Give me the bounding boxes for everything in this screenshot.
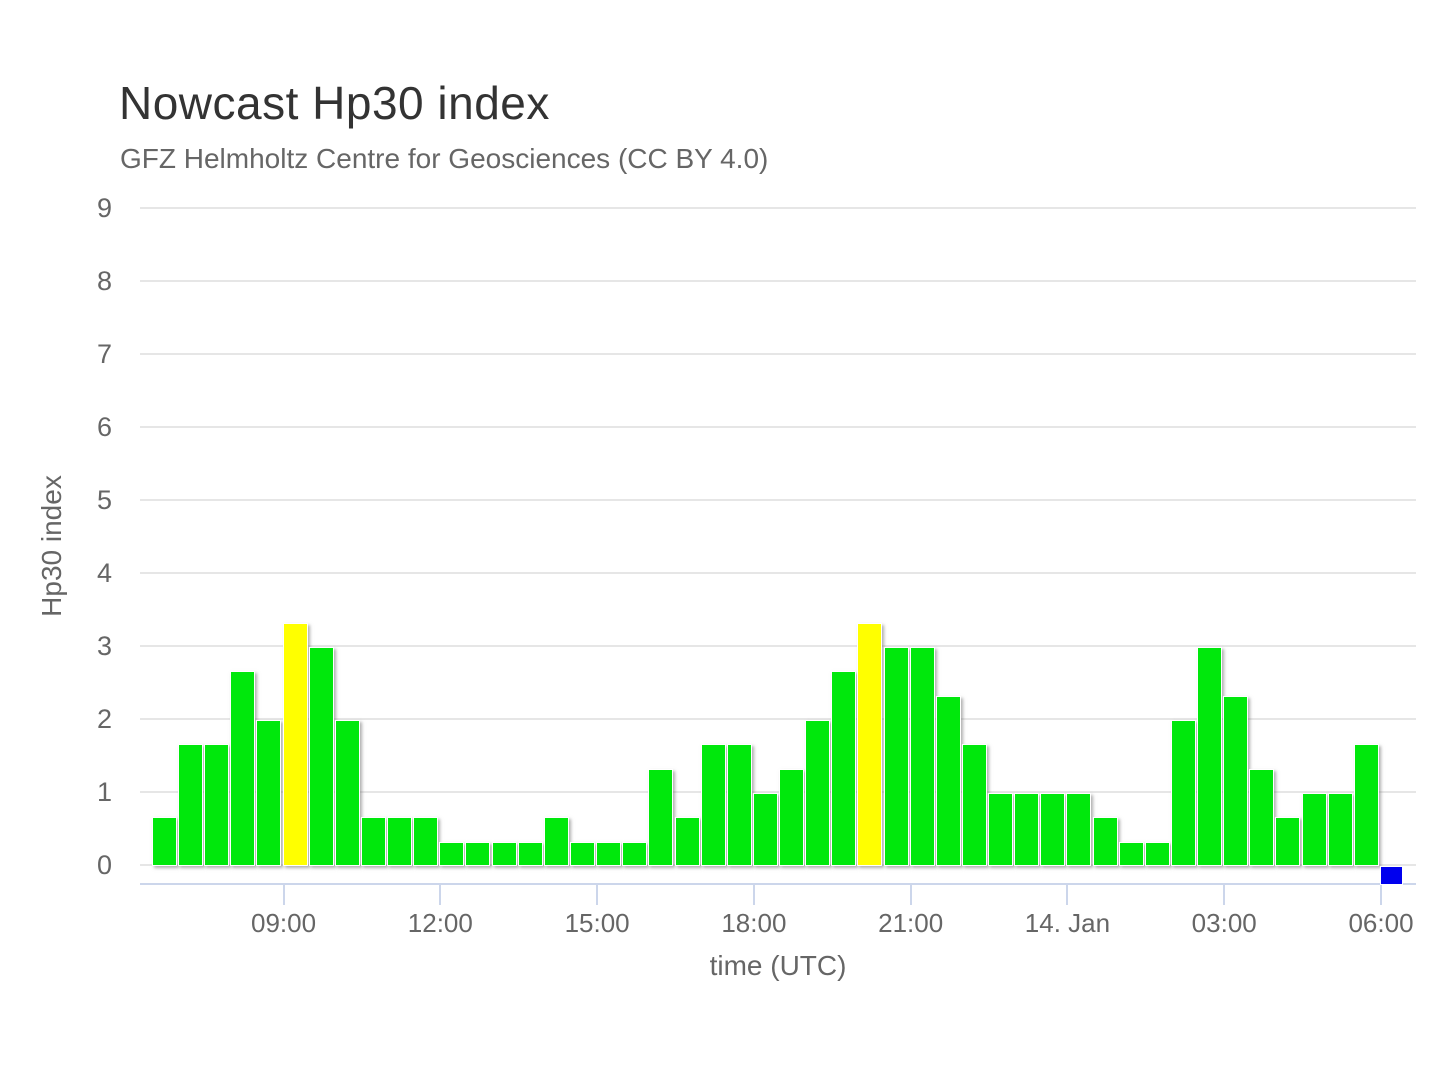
gridline-y-6 xyxy=(140,425,1416,428)
gridline-y-7 xyxy=(140,352,1416,355)
bar-04:30[interactable] xyxy=(1301,793,1327,866)
chart-subtitle: GFZ Helmholtz Centre for Geosciences (CC… xyxy=(120,143,769,174)
gridline-y-3 xyxy=(140,644,1416,647)
x-tick-12:00 xyxy=(439,885,442,905)
x-axis-label-06:00: 06:00 xyxy=(1348,908,1414,938)
bar-00:30[interactable] xyxy=(1092,817,1118,866)
bar-19:30[interactable] xyxy=(831,671,857,866)
bar-04:00[interactable] xyxy=(1275,817,1301,866)
x-tick-03:00 xyxy=(1223,885,1226,905)
bar-18:00[interactable] xyxy=(752,793,778,866)
y-axis-label-1: 1 xyxy=(96,776,112,807)
bar-11:00[interactable] xyxy=(387,817,413,866)
x-axis-title: time (UTC) xyxy=(709,950,847,981)
gridline-y-0 xyxy=(140,864,1416,866)
bar-08:30[interactable] xyxy=(256,720,282,866)
bar-13:30[interactable] xyxy=(517,842,543,866)
chart-title: Nowcast Hp30 index xyxy=(119,77,550,129)
x-axis-label-03:00: 03:00 xyxy=(1191,908,1257,938)
x-tick-14. Jan xyxy=(1066,885,1069,905)
gridline-y-2 xyxy=(140,717,1416,720)
y-axis-label-8: 8 xyxy=(96,265,112,296)
y-axis-label-5: 5 xyxy=(96,484,112,515)
bar-09:30[interactable] xyxy=(308,647,334,866)
bar-05:30[interactable] xyxy=(1353,744,1379,866)
bar-11:30[interactable] xyxy=(413,817,439,866)
bar-10:00[interactable] xyxy=(334,720,360,866)
bar-00:00[interactable] xyxy=(1066,793,1092,866)
bar-16:30[interactable] xyxy=(674,817,700,866)
bar-17:00[interactable] xyxy=(700,744,726,866)
bar-01:00[interactable] xyxy=(1118,842,1144,866)
bar-06:30[interactable] xyxy=(151,817,177,866)
bar-05:00[interactable] xyxy=(1327,793,1353,866)
bar-22:00[interactable] xyxy=(961,744,987,866)
gridline-y-8 xyxy=(140,279,1416,282)
bar-14:00[interactable] xyxy=(543,817,569,866)
x-tick-21:00 xyxy=(909,885,912,905)
bar-03:00[interactable] xyxy=(1223,696,1249,866)
bar-23:00[interactable] xyxy=(1014,793,1040,866)
x-tick-18:00 xyxy=(752,885,755,905)
gridline-y-9 xyxy=(140,206,1416,209)
bar-12:30[interactable] xyxy=(465,842,491,866)
y-axis-label-3: 3 xyxy=(96,630,112,661)
bar-21:30[interactable] xyxy=(935,696,961,866)
x-axis-label-21:00: 21:00 xyxy=(878,908,944,938)
bar-01:30[interactable] xyxy=(1144,842,1170,866)
x-tick-15:00 xyxy=(596,885,599,905)
bar-02:00[interactable] xyxy=(1170,720,1196,866)
bar-22:30[interactable] xyxy=(988,793,1014,866)
y-axis-label-4: 4 xyxy=(96,557,112,588)
bar-15:00[interactable] xyxy=(596,842,622,866)
bar-12:00[interactable] xyxy=(439,842,465,866)
x-tick-06:00 xyxy=(1380,885,1382,905)
bar-10:30[interactable] xyxy=(360,817,386,866)
bar-02:30[interactable] xyxy=(1197,647,1223,866)
gridline-y-4 xyxy=(140,571,1416,574)
x-axis-line xyxy=(140,883,1416,885)
y-axis-label-9: 9 xyxy=(96,192,112,223)
x-axis-label-18:00: 18:00 xyxy=(721,908,787,938)
bar-09:00[interactable] xyxy=(282,623,308,866)
bar-19:00[interactable] xyxy=(805,720,831,866)
x-axis-label-15:00: 15:00 xyxy=(564,908,630,938)
y-axis-label-2: 2 xyxy=(96,703,112,734)
bar-18:30[interactable] xyxy=(779,769,805,866)
x-axis-label-12:00: 12:00 xyxy=(407,908,473,938)
y-axis-label-7: 7 xyxy=(96,338,112,369)
y-axis-label-0: 0 xyxy=(96,850,112,880)
bar-21:00[interactable] xyxy=(909,647,935,866)
bar-16:00[interactable] xyxy=(648,769,674,866)
bar-20:30[interactable] xyxy=(883,647,909,866)
x-axis-label-09:00: 09:00 xyxy=(251,908,317,938)
gridline-y-5 xyxy=(140,498,1416,501)
bar-23:30[interactable] xyxy=(1040,793,1066,866)
gridline-y-1 xyxy=(140,790,1416,793)
y-axis-label-6: 6 xyxy=(96,411,112,442)
bar-03:30[interactable] xyxy=(1249,769,1275,866)
x-tick-09:00 xyxy=(282,885,285,905)
bar-15:30[interactable] xyxy=(622,842,648,866)
bar-08:00[interactable] xyxy=(230,671,256,866)
bar-13:00[interactable] xyxy=(491,842,517,866)
x-axis-label-14. Jan: 14. Jan xyxy=(1024,908,1111,938)
bar-17:30[interactable] xyxy=(726,744,752,866)
bar-07:00[interactable] xyxy=(178,744,204,866)
bar-07:30[interactable] xyxy=(204,744,230,866)
bar-20:00[interactable] xyxy=(857,623,883,866)
bar-latest-06:00[interactable] xyxy=(1380,866,1403,885)
plot-area xyxy=(140,206,1416,885)
bar-14:30[interactable] xyxy=(569,842,595,866)
